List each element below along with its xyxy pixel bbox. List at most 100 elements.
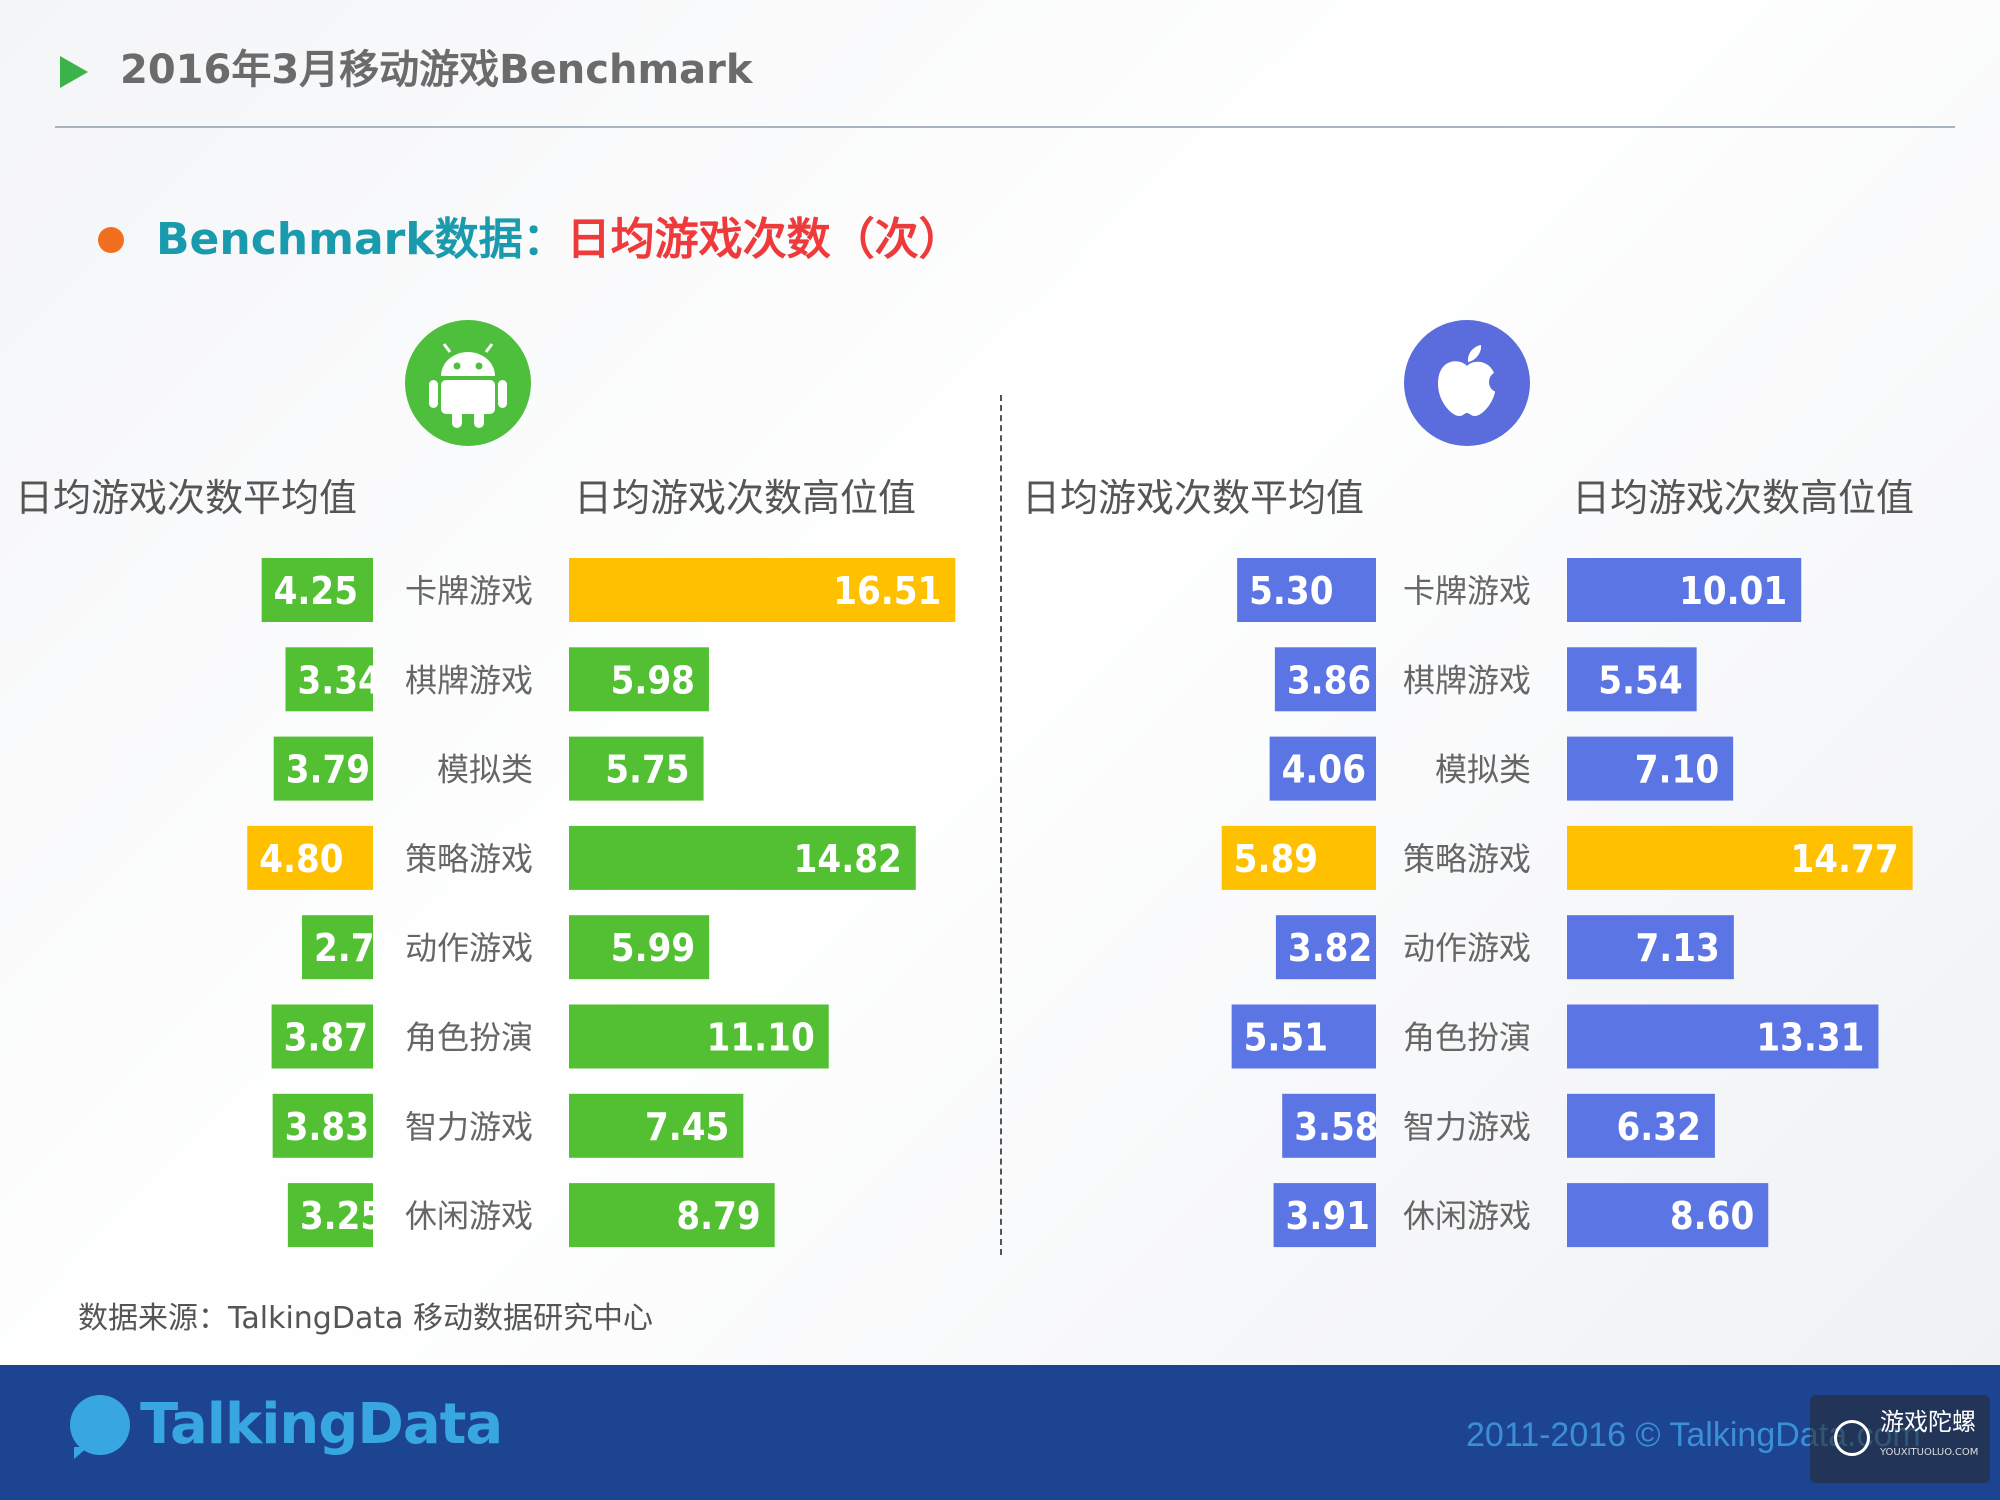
android-category-label: 角色扮演: [405, 1019, 533, 1057]
ios-avg-value-label: 3.91: [1286, 1194, 1370, 1238]
android-avg-bar: [285, 647, 373, 712]
ios-avg-bar: [1274, 647, 1376, 712]
android-avg-value-label: 4.80: [259, 837, 343, 881]
android-category-label: 智力游戏: [405, 1108, 533, 1146]
android-high-value-label: 5.98: [611, 658, 695, 702]
ios-high-bar: [1567, 1093, 1715, 1158]
ios-high-bar: [1567, 1004, 1879, 1069]
ios-high-value-label: 6.32: [1617, 1105, 1701, 1149]
footer-bar: [0, 1365, 2000, 1500]
android-category-label: 动作游戏: [405, 929, 533, 967]
ios-avg-value-label: 3.82: [1288, 926, 1372, 970]
ios-high-bar: [1567, 915, 1734, 980]
ios-high-value-label: 5.54: [1598, 658, 1682, 702]
section-title: Benchmark数据：日均游戏次数（次）: [156, 210, 963, 270]
ios-category-label: 棋牌游戏: [1403, 661, 1531, 699]
section-title-highlight: 日均游戏次数（次）: [566, 214, 963, 265]
android-high-value-label: 5.99: [611, 926, 695, 970]
watermark-subtext: YOUXITUOLUO.COM: [1880, 1447, 1979, 1458]
ios-category-label: 卡牌游戏: [1403, 572, 1531, 610]
ios-high-bar: [1567, 825, 1913, 890]
ios-avg-value-label: 5.51: [1244, 1016, 1328, 1060]
ios-high-value-label: 8.60: [1670, 1194, 1754, 1238]
android-avg-bar: [287, 1183, 373, 1248]
android-avg-value-label: 3.34: [297, 658, 381, 702]
android-avg-bar: [261, 558, 373, 622]
ios-avg-bar: [1237, 558, 1376, 622]
android-avg-value-label: 3.25: [300, 1194, 384, 1238]
ios-avg-value-label: 4.06: [1282, 748, 1366, 792]
android-avg-bar: [272, 1093, 373, 1158]
android-avg-bar: [273, 736, 373, 801]
ios-avg-bar: [1275, 915, 1376, 980]
apple-logo-icon: [1404, 320, 1530, 446]
talkingdata-logo-text: TalkingData: [140, 1392, 503, 1457]
android-high-value-label: 7.45: [645, 1105, 729, 1149]
android-high-value-label: 11.10: [707, 1016, 815, 1060]
android-high-value-label: 14.82: [794, 837, 902, 881]
ios-high-bar: [1567, 647, 1697, 712]
watermark-text: 游戏陀螺: [1880, 1408, 1976, 1436]
ios-high-bar: [1567, 1183, 1769, 1248]
ios-high-value-label: 10.01: [1679, 569, 1787, 613]
data-source-note: 数据来源：TalkingData 移动数据研究中心: [78, 1301, 654, 1336]
android-category-label: 策略游戏: [405, 840, 533, 878]
ios-avg-value-label: 3.58: [1294, 1105, 1378, 1149]
ios-category-label: 动作游戏: [1403, 929, 1531, 967]
ios-high-value-label: 13.31: [1756, 1016, 1864, 1060]
android-avg-value-label: 4.25: [274, 569, 358, 613]
android-high-value-label: 16.51: [833, 569, 941, 613]
talkingdata-logo-icon: [70, 1395, 130, 1459]
android-category-label: 模拟类: [437, 751, 533, 789]
ios-high-bar: [1567, 736, 1734, 801]
header-triangle-icon: [60, 56, 88, 88]
ios-high-header: 日均游戏次数高位值: [1572, 476, 1915, 520]
android-avg-value-label: 2.71: [314, 926, 398, 970]
android-high-value-label: 8.79: [676, 1194, 760, 1238]
android-high-bar: [569, 558, 956, 622]
android-robot-icon: [405, 320, 531, 446]
watermark-gyro-icon: [1834, 1420, 1870, 1456]
ios-avg-bar: [1273, 1183, 1376, 1248]
section-title-prefix: Benchmark数据：: [156, 214, 567, 265]
ios-avg-value-label: 5.89: [1234, 837, 1318, 881]
android-high-bar: [569, 1093, 744, 1158]
android-category-label: 休闲游戏: [405, 1197, 533, 1235]
header-divider: [55, 126, 1955, 128]
android-avg-value-label: 3.87: [284, 1016, 368, 1060]
ios-category-label: 策略游戏: [1403, 840, 1531, 878]
ios-avg-value-label: 5.30: [1249, 569, 1333, 613]
android-high-header: 日均游戏次数高位值: [574, 476, 917, 520]
ios-high-value-label: 7.10: [1635, 748, 1719, 792]
android-avg-bar: [271, 1004, 373, 1069]
android-high-bar: [569, 647, 709, 712]
android-category-label: 卡牌游戏: [405, 572, 533, 610]
android-avg-value-label: 3.83: [285, 1105, 369, 1149]
android-avg-header: 日均游戏次数平均值: [15, 476, 358, 520]
ios-avg-bar: [1269, 736, 1376, 801]
ios-avg-bar: [1231, 1004, 1376, 1069]
android-avg-bar: [247, 825, 373, 890]
ios-avg-bar: [1221, 825, 1376, 890]
android-high-bar: [569, 1183, 775, 1248]
android-avg-bar: [301, 915, 373, 980]
page-title: 2016年3月移动游戏Benchmark: [120, 47, 753, 93]
ios-avg-header: 日均游戏次数平均值: [1022, 476, 1365, 520]
ios-high-value-label: 14.77: [1790, 837, 1898, 881]
ios-category-label: 角色扮演: [1403, 1019, 1531, 1057]
bullet-dot-icon: [98, 227, 124, 253]
android-high-bar: [569, 915, 710, 980]
ios-category-label: 智力游戏: [1403, 1108, 1531, 1146]
ios-category-label: 休闲游戏: [1403, 1197, 1531, 1235]
ios-avg-value-label: 3.86: [1287, 658, 1371, 702]
panel-divider: [1000, 395, 1002, 1255]
ios-category-label: 模拟类: [1435, 751, 1531, 789]
ios-high-bar: [1567, 558, 1802, 622]
android-avg-value-label: 3.79: [286, 748, 370, 792]
ios-avg-bar: [1282, 1093, 1376, 1158]
android-high-bar: [569, 736, 704, 801]
android-high-value-label: 5.75: [605, 748, 689, 792]
android-category-label: 棋牌游戏: [405, 661, 533, 699]
ios-high-value-label: 7.13: [1635, 926, 1719, 970]
